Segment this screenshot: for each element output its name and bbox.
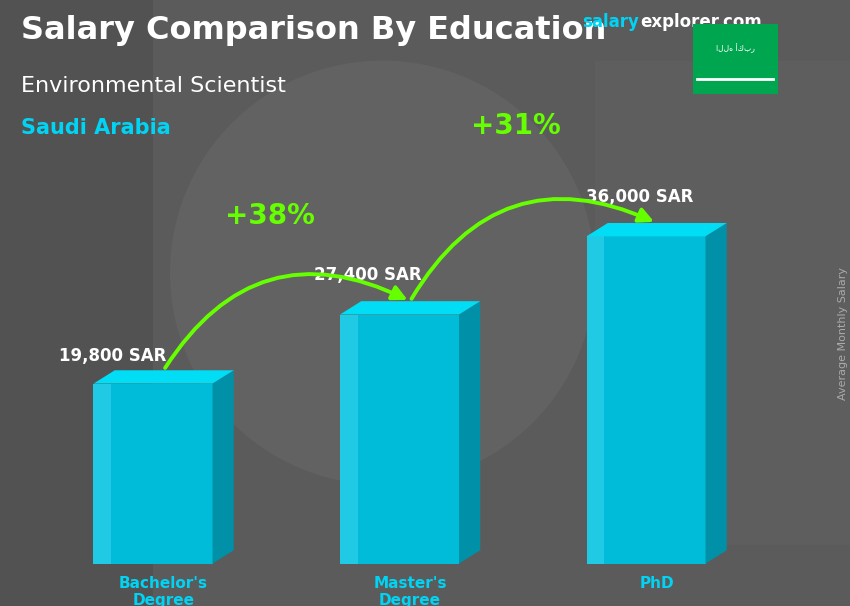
Polygon shape — [212, 370, 234, 564]
Bar — [0, 0, 153, 606]
Polygon shape — [586, 236, 706, 564]
Polygon shape — [340, 315, 358, 564]
Polygon shape — [706, 223, 727, 564]
Text: 19,800 SAR: 19,800 SAR — [60, 347, 167, 365]
Polygon shape — [94, 384, 212, 564]
Text: Master's
Degree: Master's Degree — [373, 576, 447, 606]
Polygon shape — [459, 301, 480, 564]
Text: 27,400 SAR: 27,400 SAR — [314, 266, 422, 284]
Text: +38%: +38% — [225, 202, 314, 230]
Text: Environmental Scientist: Environmental Scientist — [21, 76, 286, 96]
Text: explorer.com: explorer.com — [640, 13, 762, 32]
Polygon shape — [586, 223, 727, 236]
Text: 36,000 SAR: 36,000 SAR — [586, 188, 694, 206]
Text: +31%: +31% — [472, 112, 561, 140]
Ellipse shape — [170, 61, 595, 485]
Bar — [595, 61, 850, 545]
Polygon shape — [94, 384, 111, 564]
Text: Salary Comparison By Education: Salary Comparison By Education — [21, 15, 607, 46]
Text: الله أكبر: الله أكبر — [716, 44, 755, 53]
Text: Saudi Arabia: Saudi Arabia — [21, 118, 171, 138]
Text: Bachelor's
Degree: Bachelor's Degree — [119, 576, 208, 606]
Text: Average Monthly Salary: Average Monthly Salary — [838, 267, 848, 400]
Polygon shape — [94, 370, 234, 384]
Polygon shape — [340, 301, 480, 315]
Polygon shape — [340, 315, 459, 564]
Text: PhD: PhD — [639, 576, 674, 591]
Polygon shape — [586, 236, 604, 564]
FancyBboxPatch shape — [693, 24, 778, 94]
Text: salary: salary — [582, 13, 639, 32]
